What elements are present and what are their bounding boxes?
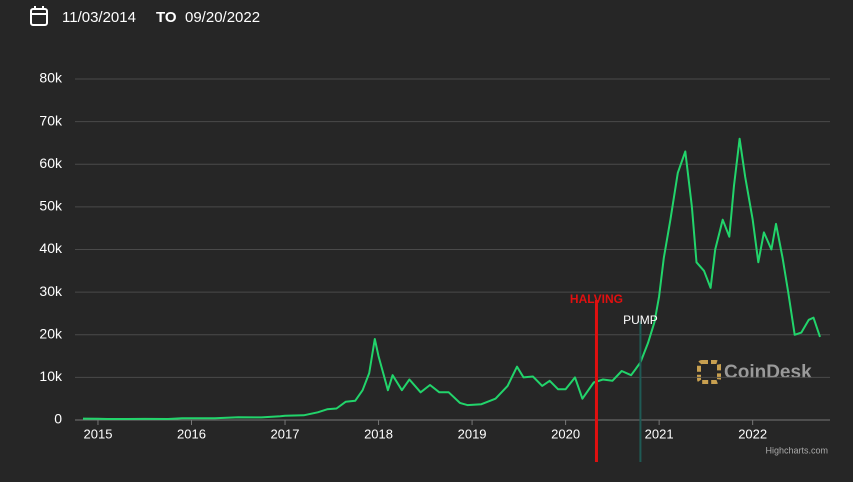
price-line	[82, 137, 821, 420]
x-tick-label: 2015	[84, 426, 113, 441]
to-label: TO	[156, 9, 177, 26]
x-tick-label: 2018	[364, 426, 393, 441]
x-tick-label: 2020	[551, 426, 580, 441]
from-date: 11/03/2014	[62, 9, 136, 26]
y-tick-label: 30k	[39, 283, 63, 299]
y-tick-label: 0	[54, 411, 62, 427]
x-tick-label: 2021	[645, 426, 674, 441]
y-tick-label: 60k	[39, 155, 63, 171]
watermark: CoinDesk	[697, 360, 812, 384]
x-tick-label: 2019	[458, 426, 487, 441]
y-tick-label: 10k	[39, 368, 63, 384]
credit: Highcharts.com	[765, 445, 828, 455]
y-tick-label: 40k	[39, 240, 63, 256]
x-tick-label: 2016	[177, 426, 206, 441]
y-tick-label: 70k	[39, 112, 63, 128]
x-tick-label: 2017	[271, 426, 300, 441]
annotation-label: HALVING	[570, 292, 623, 306]
y-tick-label: 50k	[39, 198, 63, 214]
to-clip: 09/20/2022	[185, 9, 260, 26]
watermark-text: CoinDesk	[724, 362, 812, 383]
calendar-icon	[30, 6, 48, 26]
y-tick-label: 20k	[39, 325, 63, 341]
to-date: 09/20/2022	[185, 9, 260, 26]
annotation-label: PUMP	[623, 313, 658, 327]
y-tick-label: 80k	[39, 70, 63, 86]
x-tick-label: 2022	[738, 426, 767, 441]
